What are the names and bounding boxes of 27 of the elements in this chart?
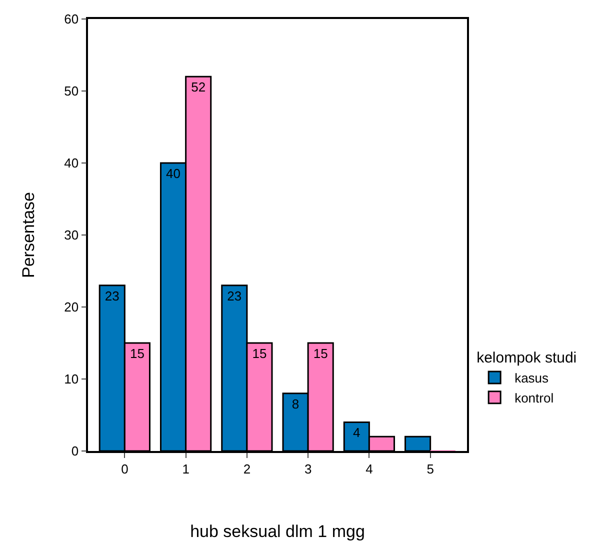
legend-title: kelompok studi (476, 350, 577, 366)
x-tick-label: 2 (243, 461, 251, 476)
legend-label: kasus (514, 370, 550, 386)
data-label: 4 (353, 425, 360, 440)
x-axis-title: hub seksual dlm 1 mgg (190, 522, 365, 542)
y-tick-label: 50 (64, 84, 79, 99)
data-label: 8 (292, 396, 300, 412)
legend-label: kontrol (514, 390, 554, 406)
x-tick-label: 0 (121, 461, 128, 476)
data-label: 52 (191, 80, 206, 95)
x-tick-label: 3 (304, 461, 312, 476)
y-tick-label: 40 (64, 156, 79, 171)
data-label: 15 (252, 346, 267, 361)
data-label: 40 (166, 166, 181, 181)
y-tick-label: 30 (64, 228, 79, 243)
x-tick-label: 1 (182, 461, 190, 476)
data-label: 23 (227, 288, 242, 304)
x-tick-label: 5 (426, 461, 434, 476)
y-axis-title: Persentase (19, 192, 38, 278)
y-tick-label: 10 (64, 372, 79, 387)
data-label: 15 (130, 346, 144, 361)
y-tick-label: 60 (64, 12, 79, 27)
y-tick-label: 0 (71, 444, 79, 459)
data-label: 23 (104, 288, 120, 304)
data-label: 15 (313, 346, 328, 361)
x-tick-label: 4 (366, 461, 373, 476)
y-tick-label: 20 (64, 300, 79, 315)
